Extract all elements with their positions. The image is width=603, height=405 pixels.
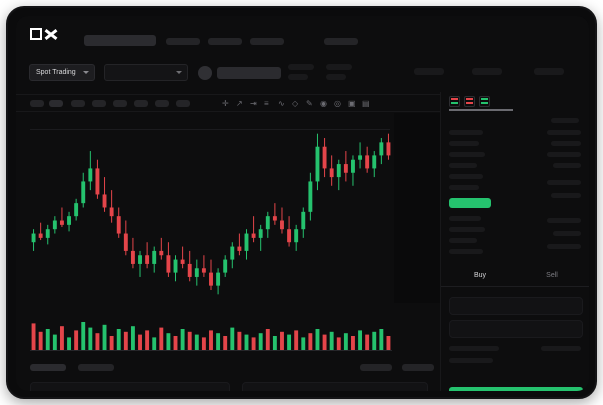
stat-label-5 [534,68,564,75]
footer-tab-active[interactable] [30,364,66,371]
bid-row-4-price [553,231,581,236]
nav-item-3[interactable] [250,38,284,45]
orderbook-both-icon[interactable] [449,96,460,107]
footer-tab-2[interactable] [78,364,114,371]
ask-row-6-qty [449,185,479,190]
wave-icon[interactable]: ∿ [278,99,285,108]
buy-tab-underline [449,109,513,111]
price-chart[interactable] [16,113,440,361]
bid-row-2-price [551,193,581,198]
trading-pair-selector[interactable] [104,64,188,81]
ask-row-4-price [553,163,581,168]
timeframe-5[interactable] [113,100,127,107]
stat-value-2 [326,74,346,80]
timeframe-4[interactable] [92,100,106,107]
timeframe-7[interactable] [155,100,169,107]
stat-label-1 [288,64,314,70]
ask-row-2-price [551,141,581,146]
volume-chart[interactable] [16,316,440,361]
volume-baseline [30,350,392,351]
nav-item-1[interactable] [166,38,200,45]
chevron-down-icon [176,71,182,74]
shapes-icon[interactable]: ◇ [292,99,299,108]
nav-item-2[interactable] [208,38,242,45]
order-available-label [449,346,499,351]
candlestick-series [31,133,391,295]
magnet-icon[interactable]: ◉ [320,99,327,108]
instrument-toolbar [16,52,589,92]
logo-square-icon [30,28,42,40]
stat-value-1 [288,74,308,80]
order-book-panel: Buy Sell [440,92,589,391]
orderbook-asks-icon[interactable] [479,96,490,107]
order-amount-field[interactable] [449,320,583,338]
bottom-panel-left[interactable] [30,382,230,391]
horizontal-line-icon[interactable]: ⇥ [250,99,257,108]
buy-sell-tabs[interactable]: Buy Sell [441,269,589,287]
ask-row-3-qty [449,152,485,157]
timeframe-1[interactable] [30,100,44,107]
bottom-panel-right[interactable] [242,382,428,391]
bid-row-1-price [547,180,581,185]
tab-buy[interactable]: Buy [473,272,487,279]
ask-row-1-qty [449,130,483,135]
logo-x-icon [44,28,57,41]
bid-row-3-price [547,218,581,223]
ask-row-5-qty [449,174,483,179]
ask-row-1-price [547,130,581,135]
last-price-indicator [449,198,491,208]
timeframe-3[interactable] [71,100,85,107]
device-frame: Spot Trading [6,6,597,399]
order-fee-label [449,358,493,363]
fib-icon[interactable]: ≡ [264,99,269,108]
bid-row-5-price [547,244,581,249]
spot-trading-selector[interactable]: Spot Trading [29,64,95,81]
stat-label-2 [326,64,352,70]
timeframe-8[interactable] [176,100,190,107]
pair-price-placeholder [217,67,281,79]
ask-row-3-price [547,152,581,157]
chart-toolbar: ✛ ↗ ⇥ ≡ ∿ ◇ ✎ ◉ ◎ ▣ ▤ [16,94,440,112]
trash-icon[interactable]: ▤ [362,99,370,108]
footer-action-2[interactable] [402,364,434,371]
orderbook-header-price [551,118,579,123]
chart-top-gridline [30,129,390,130]
timeframe-6[interactable] [134,100,148,107]
order-price-field[interactable] [449,297,583,315]
trendline-icon[interactable]: ↗ [236,99,243,108]
chevron-down-icon [83,71,89,74]
bid-row-3-qty [449,238,477,243]
orderbook-bids-icon[interactable] [464,96,475,107]
top-navigation-bar [16,16,589,52]
tab-sell[interactable]: Sell [546,272,558,279]
bid-row-2-qty [449,227,485,232]
footer-action-1[interactable] [360,364,392,371]
lock-icon[interactable]: ▣ [348,99,356,108]
avatar[interactable] [198,66,212,80]
eye-icon[interactable]: ◎ [334,99,341,108]
chart-right-shadow [394,113,440,303]
pencil-icon[interactable]: ✎ [306,99,313,108]
ask-row-4-qty [449,163,477,168]
timeframe-2[interactable] [49,100,63,107]
bid-row-1-qty [449,216,481,221]
app-screen: Spot Trading [16,16,589,391]
ask-row-2-qty [449,141,479,146]
okx-logo-icon[interactable] [30,27,72,41]
orderbook-view-tabs[interactable] [449,96,490,107]
submit-order-button[interactable] [449,387,583,391]
nav-item-4[interactable] [324,38,358,45]
stat-label-4 [472,68,502,75]
stat-label-3 [414,68,444,75]
bid-row-4-qty [449,249,483,254]
volume-series [31,322,391,350]
spot-trading-label: Spot Trading [36,69,76,76]
order-available-value [541,346,581,351]
nav-search-field[interactable] [84,35,156,46]
crosshair-icon[interactable]: ✛ [222,99,229,108]
